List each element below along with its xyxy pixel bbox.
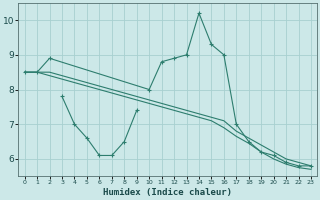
X-axis label: Humidex (Indice chaleur): Humidex (Indice chaleur) (103, 188, 232, 197)
